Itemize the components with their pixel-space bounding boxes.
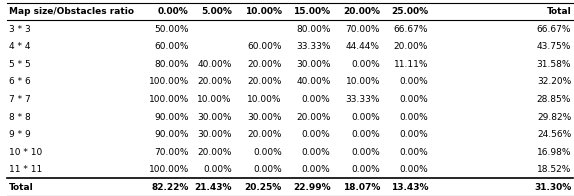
Text: 21.43%: 21.43% <box>195 183 232 192</box>
Text: 43.75%: 43.75% <box>537 42 571 51</box>
Text: 40.00%: 40.00% <box>296 77 331 86</box>
Text: 70.00%: 70.00% <box>346 25 380 34</box>
Text: 3 * 3: 3 * 3 <box>9 25 30 34</box>
Text: 90.00%: 90.00% <box>154 113 189 122</box>
Text: 0.00%: 0.00% <box>351 60 380 69</box>
Text: 4 * 4: 4 * 4 <box>9 42 30 51</box>
Text: 30.00%: 30.00% <box>197 130 232 139</box>
Text: Map size/Obstacles ratio: Map size/Obstacles ratio <box>9 7 134 16</box>
Text: 32.20%: 32.20% <box>537 77 571 86</box>
Text: 100.00%: 100.00% <box>149 77 189 86</box>
Text: 20.00%: 20.00% <box>394 42 428 51</box>
Text: 0.00%: 0.00% <box>400 148 428 157</box>
Text: 10.00%: 10.00% <box>197 95 232 104</box>
Text: 0.00%: 0.00% <box>400 113 428 122</box>
Text: 0.00%: 0.00% <box>302 130 331 139</box>
Text: 6 * 6: 6 * 6 <box>9 77 30 86</box>
Text: 30.00%: 30.00% <box>197 113 232 122</box>
Text: 29.82%: 29.82% <box>537 113 571 122</box>
Text: 82.22%: 82.22% <box>152 183 189 192</box>
Text: Total: Total <box>546 7 571 16</box>
Text: 60.00%: 60.00% <box>154 42 189 51</box>
Text: 60.00%: 60.00% <box>247 42 282 51</box>
Text: 20.00%: 20.00% <box>343 7 380 16</box>
Text: 40.00%: 40.00% <box>197 60 232 69</box>
Text: 0.00%: 0.00% <box>158 7 189 16</box>
Text: 0.00%: 0.00% <box>400 77 428 86</box>
Text: 20.00%: 20.00% <box>197 77 232 86</box>
Text: 18.07%: 18.07% <box>343 183 380 192</box>
Text: 0.00%: 0.00% <box>400 95 428 104</box>
Text: 90.00%: 90.00% <box>154 130 189 139</box>
Text: 10.00%: 10.00% <box>346 77 380 86</box>
Text: 33.33%: 33.33% <box>346 95 380 104</box>
Text: 5.00%: 5.00% <box>201 7 232 16</box>
Text: 30.00%: 30.00% <box>296 60 331 69</box>
Text: 0.00%: 0.00% <box>351 148 380 157</box>
Text: 70.00%: 70.00% <box>154 148 189 157</box>
Text: 31.30%: 31.30% <box>534 183 571 192</box>
Text: 33.33%: 33.33% <box>296 42 331 51</box>
Text: 25.00%: 25.00% <box>391 7 428 16</box>
Text: 15.00%: 15.00% <box>293 7 331 16</box>
Text: 0.00%: 0.00% <box>351 165 380 174</box>
Text: 66.67%: 66.67% <box>537 25 571 34</box>
Text: 7 * 7: 7 * 7 <box>9 95 30 104</box>
Text: 20.25%: 20.25% <box>245 183 282 192</box>
Text: 9 * 9: 9 * 9 <box>9 130 30 139</box>
Text: 0.00%: 0.00% <box>253 165 282 174</box>
Text: 0.00%: 0.00% <box>253 148 282 157</box>
Text: 10.00%: 10.00% <box>245 7 282 16</box>
Text: 20.00%: 20.00% <box>247 60 282 69</box>
Text: 0.00%: 0.00% <box>351 130 380 139</box>
Text: 31.58%: 31.58% <box>537 60 571 69</box>
Text: 80.00%: 80.00% <box>154 60 189 69</box>
Text: 8 * 8: 8 * 8 <box>9 113 30 122</box>
Text: 20.00%: 20.00% <box>197 148 232 157</box>
Text: 10 * 10: 10 * 10 <box>9 148 42 157</box>
Text: 0.00%: 0.00% <box>351 113 380 122</box>
Text: 0.00%: 0.00% <box>203 165 232 174</box>
Text: 10.00%: 10.00% <box>247 95 282 104</box>
Text: 44.44%: 44.44% <box>346 42 380 51</box>
Text: 0.00%: 0.00% <box>400 165 428 174</box>
Text: 24.56%: 24.56% <box>537 130 571 139</box>
Text: 0.00%: 0.00% <box>400 130 428 139</box>
Text: 80.00%: 80.00% <box>296 25 331 34</box>
Text: 66.67%: 66.67% <box>394 25 428 34</box>
Text: 16.98%: 16.98% <box>537 148 571 157</box>
Text: 13.43%: 13.43% <box>391 183 428 192</box>
Text: 20.00%: 20.00% <box>296 113 331 122</box>
Text: 20.00%: 20.00% <box>247 130 282 139</box>
Text: 0.00%: 0.00% <box>302 165 331 174</box>
Text: 100.00%: 100.00% <box>149 165 189 174</box>
Text: 22.99%: 22.99% <box>293 183 331 192</box>
Text: 0.00%: 0.00% <box>302 148 331 157</box>
Text: Total: Total <box>9 183 33 192</box>
Text: 11 * 11: 11 * 11 <box>9 165 42 174</box>
Text: 0.00%: 0.00% <box>302 95 331 104</box>
Text: 50.00%: 50.00% <box>154 25 189 34</box>
Text: 30.00%: 30.00% <box>247 113 282 122</box>
Text: 28.85%: 28.85% <box>537 95 571 104</box>
Text: 100.00%: 100.00% <box>149 95 189 104</box>
Text: 11.11%: 11.11% <box>394 60 428 69</box>
Text: 18.52%: 18.52% <box>537 165 571 174</box>
Text: 20.00%: 20.00% <box>247 77 282 86</box>
Text: 5 * 5: 5 * 5 <box>9 60 30 69</box>
